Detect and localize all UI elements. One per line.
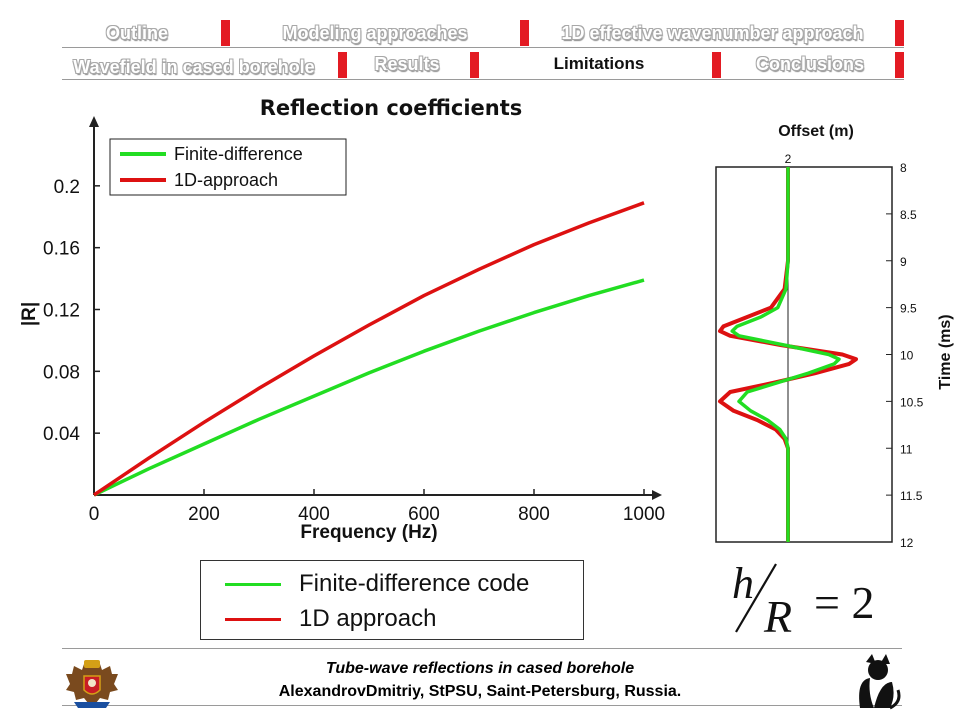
x-tick-label: 0	[89, 504, 100, 525]
bottom-legend: Finite-difference code 1D approach	[200, 560, 584, 640]
trace-line-red	[718, 167, 858, 542]
y-axis-arrow	[89, 116, 99, 127]
cat-logo-icon	[859, 654, 901, 710]
x-tick-label: 1000	[623, 504, 665, 525]
trace-title: Offset (m)	[778, 123, 854, 140]
nav-limitations[interactable]: Limitations	[553, 54, 645, 73]
nav-top-line	[62, 47, 904, 48]
x-tick-label: 400	[298, 504, 330, 525]
nav-separator	[895, 52, 904, 78]
legend-swatch	[225, 617, 281, 621]
legend-label: 1D approach	[299, 605, 437, 632]
footer-authors: AlexandrovDmitriy, StPSU, Saint-Petersbu…	[278, 683, 682, 700]
x-tick-label: 600	[408, 504, 440, 525]
nav-separator	[470, 52, 479, 78]
footer-bottom-divider	[62, 705, 902, 706]
nav-separator	[712, 52, 721, 78]
x-tick-label: 200	[188, 504, 220, 525]
nav-separator	[221, 20, 230, 46]
legend-item-1d-approach: 1D approach	[225, 602, 436, 636]
chart-title: Reflection coefficients	[260, 96, 523, 120]
nav-results[interactable]: Results	[374, 54, 440, 74]
y-tick-label: 0.16	[43, 239, 80, 260]
trace-chart: Offset (m) 2 8 8.5 9 9.5 10 10.5 11 11.5 12 Time…	[715, 123, 954, 550]
series-line-1d-approach	[93, 201, 645, 497]
trace-y-tick-label: 11	[900, 442, 913, 456]
trace-y-tick-label: 12	[900, 536, 914, 550]
y-tick-label: 0.12	[43, 301, 80, 322]
reflection-chart: Reflection coefficients 0 200 400 600 800 100…	[14, 84, 686, 550]
trace-y-axis-label: Time (ms)	[937, 314, 954, 389]
trace-frame	[715, 166, 893, 543]
formula-numerator: h	[732, 559, 754, 608]
nav-outline[interactable]: Outline	[106, 23, 168, 43]
x-axis-arrow	[652, 490, 662, 500]
trace-y-tick-label: 8	[900, 161, 907, 175]
legend-label-finite-difference: Finite-difference	[174, 144, 303, 164]
nav-1d-effective-wavenumber[interactable]: 1D effective wavenumber approach	[561, 23, 864, 43]
footer-divider	[62, 648, 902, 649]
formula-slash	[735, 563, 777, 633]
legend-item-finite-difference: Finite-difference code	[225, 567, 529, 601]
x-tick-label: 800	[518, 504, 550, 525]
trace-y-tick-label: 9.5	[900, 302, 917, 316]
y-tick-label: 0.04	[43, 424, 80, 445]
footer-title: Tube-wave reflections in cased borehole	[325, 660, 635, 677]
x-axis-label: Frequency (Hz)	[300, 522, 437, 543]
formula-denominator: R	[763, 591, 792, 640]
coat-of-arms-icon	[66, 660, 118, 708]
nav-conclusions[interactable]: Conclusions	[755, 54, 864, 74]
nav-separator	[520, 20, 529, 46]
trace-x-tick: 2	[785, 152, 792, 166]
nav-wavefield[interactable]: Wavefield in cased borehole	[73, 57, 315, 77]
chart-legend: Finite-difference 1D-approach	[109, 138, 347, 196]
nav-separator	[895, 20, 904, 46]
trace-y-tick-label: 10	[900, 349, 914, 363]
trace-y-tick-label: 9	[900, 255, 907, 269]
y-axis-label: |R|	[19, 302, 40, 326]
formula-rhs: = 2	[814, 577, 874, 628]
legend-swatch	[225, 582, 281, 586]
nav-separator	[338, 52, 347, 78]
ratio-formula: h R = 2	[732, 559, 874, 640]
trace-line-green	[730, 167, 841, 542]
y-tick-label: 0.2	[54, 177, 80, 198]
series-line-finite-difference	[93, 278, 645, 497]
trace-y-tick-label: 11.5	[900, 489, 923, 503]
trace-y-tick-label: 8.5	[900, 208, 917, 222]
legend-label-1d-approach: 1D-approach	[174, 170, 278, 190]
nav-modeling-approaches[interactable]: Modeling approaches	[282, 23, 468, 43]
legend-label: Finite-difference code	[299, 570, 530, 597]
trace-y-tick-label: 10.5	[900, 395, 924, 409]
y-tick-label: 0.08	[43, 362, 80, 383]
nav-bottom-line	[62, 79, 904, 80]
